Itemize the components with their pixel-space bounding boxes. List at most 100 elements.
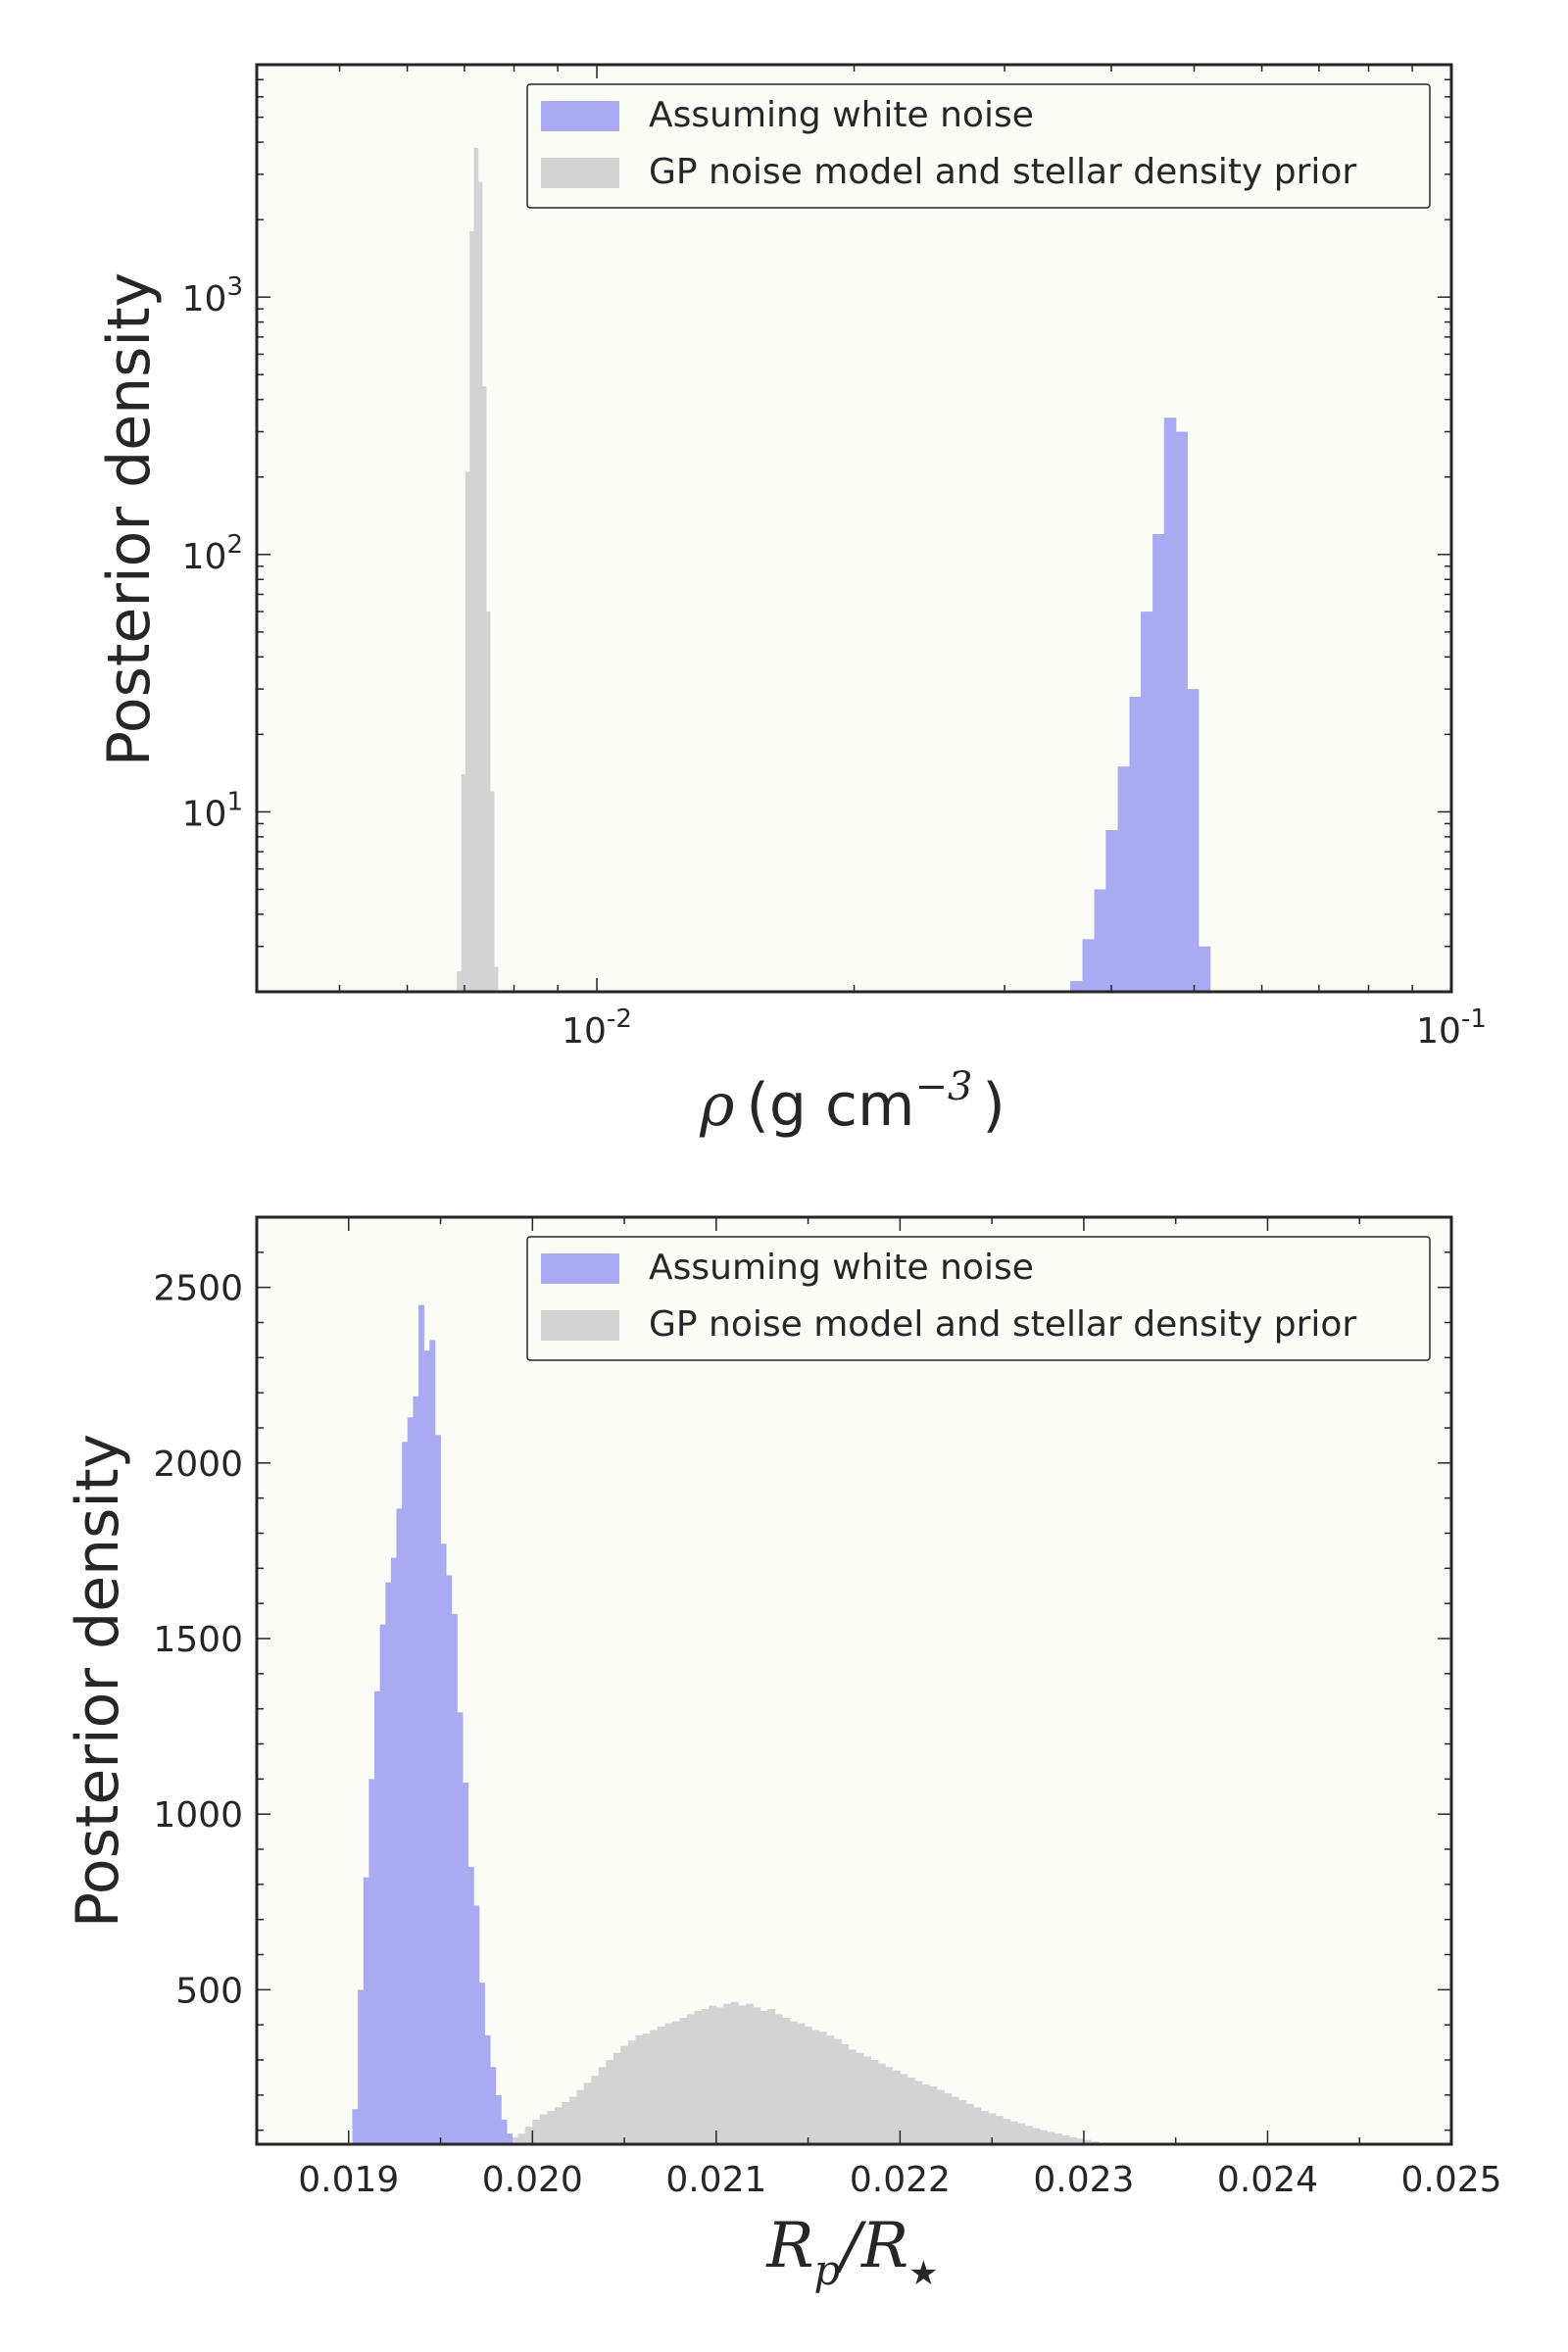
y-tick-label: 500	[175, 1971, 243, 2011]
bar-gp-noise-model-and-stellar-density-prior-6	[524, 2127, 533, 2144]
bar-assuming-white-noise-11	[1199, 946, 1211, 992]
bar-assuming-white-noise-2	[1094, 889, 1106, 992]
bar-gp-noise-model-and-stellar-density-prior-77	[1047, 2132, 1055, 2144]
bar-assuming-white-noise-10	[1187, 689, 1200, 992]
x-axis-label-symbol: ρ	[699, 1071, 734, 1140]
bar-gp-noise-model-and-stellar-density-prior-2	[466, 471, 470, 992]
bar-assuming-white-noise-28	[507, 2133, 514, 2144]
bar-assuming-white-noise-0	[1069, 981, 1083, 992]
bar-gp-noise-model-and-stellar-density-prior-65	[958, 2100, 967, 2144]
x-tick-label-base: 10	[562, 1011, 607, 1052]
bar-gp-noise-model-and-stellar-density-prior-75	[1032, 2128, 1041, 2144]
bar-assuming-white-noise-4	[374, 1690, 381, 2144]
x-tick-label-exponent: -1	[1461, 1004, 1487, 1034]
rho-histogram-bars	[457, 147, 1211, 993]
bar-gp-noise-model-and-stellar-density-prior-74	[1024, 2126, 1033, 2144]
bar-assuming-white-noise-5	[1129, 696, 1142, 992]
bar-gp-noise-model-and-stellar-density-prior-38	[760, 2010, 768, 2144]
bar-gp-noise-model-and-stellar-density-prior-73	[1017, 2123, 1026, 2144]
plot-area-background	[257, 65, 1451, 992]
x-axis-ticks: 10-2 10 -1	[256, 65, 1487, 1052]
bar-gp-noise-model-and-stellar-density-prior-45	[811, 2030, 820, 2144]
bar-gp-noise-model-and-stellar-density-prior-8	[490, 791, 495, 992]
x-tick-label: 10-2	[562, 1004, 632, 1052]
legend-label-white-noise: Assuming white noise	[649, 95, 1034, 135]
legend-box	[526, 83, 1431, 209]
bar-gp-noise-model-and-stellar-density-prior-68	[980, 2110, 989, 2144]
bar-gp-noise-model-and-stellar-density-prior-62	[936, 2089, 945, 2144]
bar-gp-noise-model-and-stellar-density-prior-5	[477, 181, 483, 993]
x-axis-label-subscript-star: ★	[908, 2254, 938, 2293]
bar-assuming-white-noise-8	[1163, 417, 1177, 992]
bar-gp-noise-model-and-stellar-density-prior-24	[657, 2026, 665, 2144]
bar-assuming-white-noise-24	[484, 2034, 491, 2144]
bar-gp-noise-model-and-stellar-density-prior-37	[753, 2007, 761, 2144]
bar-assuming-white-noise-8	[396, 1508, 403, 2144]
legend-label-gp-noise: GP noise model and stellar density prior	[649, 152, 1356, 192]
bar-gp-noise-model-and-stellar-density-prior-17	[606, 2060, 614, 2144]
bar-assuming-white-noise-1	[358, 1989, 365, 2144]
bar-gp-noise-model-and-stellar-density-prior-35	[738, 2005, 747, 2144]
y-tick-label-exponent: 3	[226, 272, 243, 302]
bar-gp-noise-model-and-stellar-density-prior-14	[583, 2082, 592, 2144]
bar-assuming-white-noise-10	[407, 1417, 414, 2144]
y-tick-label: 1500	[153, 1620, 243, 1660]
bar-gp-noise-model-and-stellar-density-prior-48	[833, 2038, 842, 2144]
bar-gp-noise-model-and-stellar-density-prior-56	[892, 2070, 901, 2144]
bar-assuming-white-noise-9	[402, 1442, 409, 2144]
legend-label-gp-noise: GP noise model and stellar density prior	[649, 1304, 1356, 1345]
bar-gp-noise-model-and-stellar-density-prior-58	[906, 2077, 915, 2144]
y-tick-label-exponent: 1	[226, 787, 243, 816]
bar-gp-noise-model-and-stellar-density-prior-16	[598, 2067, 607, 2144]
y-tick-label: 2000	[153, 1445, 243, 1485]
y-tick-label: 103	[182, 272, 243, 319]
x-tick-label: 0.019	[298, 2160, 399, 2200]
bar-assuming-white-noise-3	[368, 1779, 375, 2144]
bar-gp-noise-model-and-stellar-density-prior-29	[694, 2010, 703, 2144]
bar-gp-noise-model-and-stellar-density-prior-22	[642, 2034, 651, 2144]
bar-gp-noise-model-and-stellar-density-prior-61	[929, 2085, 938, 2144]
x-tick-label: 0.025	[1400, 2160, 1501, 2200]
x-axis-label-subscript-p: p	[814, 2246, 841, 2294]
legend: Assuming white noise GP noise model and …	[526, 1236, 1431, 1361]
legend: Assuming white noise GP noise model and …	[526, 83, 1431, 209]
bar-gp-noise-model-and-stellar-density-prior-47	[826, 2034, 835, 2144]
bar-gp-noise-model-and-stellar-density-prior-11	[562, 2102, 570, 2144]
bar-gp-noise-model-and-stellar-density-prior-78	[1054, 2133, 1062, 2144]
bar-gp-noise-model-and-stellar-density-prior-7	[485, 612, 491, 992]
bar-gp-noise-model-and-stellar-density-prior-71	[1003, 2119, 1011, 2144]
bar-gp-noise-model-and-stellar-density-prior-9	[494, 966, 499, 992]
bar-assuming-white-noise-1	[1082, 939, 1095, 992]
x-axis-label: Rp/R★	[765, 2210, 938, 2294]
bar-gp-noise-model-and-stellar-density-prior-28	[686, 2014, 695, 2144]
x-axis-label-r: R	[765, 2210, 813, 2282]
y-tick-label-base: 10	[182, 794, 227, 834]
bar-gp-noise-model-and-stellar-density-prior-64	[951, 2096, 959, 2144]
legend-label-white-noise: Assuming white noise	[649, 1248, 1034, 1288]
bar-gp-noise-model-and-stellar-density-prior-5	[517, 2133, 526, 2144]
bar-gp-noise-model-and-stellar-density-prior-67	[973, 2107, 982, 2144]
legend-box	[526, 1236, 1431, 1361]
bar-assuming-white-noise-16	[440, 1544, 447, 2144]
legend-swatch-gp-noise	[541, 1310, 619, 1341]
radius-ratio-histogram-panel: 0.019 0.020 0.021 0.022 0.023 0.024 0.025 500 1…	[64, 1215, 1502, 2294]
bar-gp-noise-model-and-stellar-density-prior-19	[620, 2045, 629, 2144]
bar-gp-noise-model-and-stellar-density-prior-9	[547, 2110, 556, 2144]
bar-gp-noise-model-and-stellar-density-prior-7	[532, 2119, 541, 2144]
bar-gp-noise-model-and-stellar-density-prior-8	[539, 2114, 548, 2144]
bar-gp-noise-model-and-stellar-density-prior-82	[1083, 2139, 1092, 2144]
bar-gp-noise-model-and-stellar-density-prior-20	[627, 2040, 636, 2144]
bar-gp-noise-model-and-stellar-density-prior-63	[944, 2093, 953, 2144]
bar-assuming-white-noise-22	[473, 1905, 480, 2144]
x-axis-label-exponent: −3	[914, 1064, 972, 1109]
y-tick-label-exponent: 2	[226, 530, 243, 560]
bar-assuming-white-noise-3	[1105, 829, 1118, 992]
bar-gp-noise-model-and-stellar-density-prior-3	[469, 231, 474, 992]
bar-gp-noise-model-and-stellar-density-prior-15	[591, 2076, 600, 2144]
bar-gp-noise-model-and-stellar-density-prior-34	[730, 2001, 739, 2144]
bar-gp-noise-model-and-stellar-density-prior-4	[510, 2136, 518, 2144]
bar-gp-noise-model-and-stellar-density-prior-18	[612, 2052, 621, 2144]
